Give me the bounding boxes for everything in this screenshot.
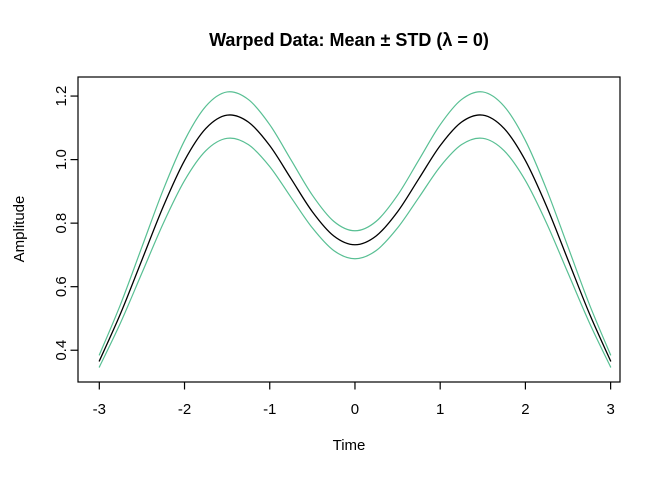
x-tick-label: -3 xyxy=(93,401,106,418)
mean-minus-std-curve xyxy=(98,137,612,368)
mean-curve xyxy=(98,114,612,362)
y-axis-ticks: 0.4 0.6 0.8 1.0 1.2 xyxy=(53,86,78,361)
y-axis-label: Amplitude xyxy=(11,196,28,263)
plot-box xyxy=(77,76,621,383)
x-tick-label: 1 xyxy=(436,401,444,418)
x-tick-label: 2 xyxy=(521,401,529,418)
x-tick-label: -1 xyxy=(263,401,276,418)
y-tick-label: 1.2 xyxy=(53,86,70,107)
x-axis-label: Time xyxy=(333,437,366,454)
x-tick-label: 0 xyxy=(351,401,359,418)
data-curves xyxy=(98,91,612,368)
x-tick-label: 3 xyxy=(606,401,614,418)
x-axis-ticks: -3 -2 -1 0 1 2 3 xyxy=(93,382,615,418)
y-tick-label: 1.0 xyxy=(53,149,70,170)
y-tick-label: 0.8 xyxy=(53,213,70,234)
mean-plus-std-curve xyxy=(98,91,612,356)
y-tick-label: 0.6 xyxy=(53,276,70,297)
y-tick-label: 0.4 xyxy=(53,340,70,361)
x-tick-label: -2 xyxy=(178,401,191,418)
plot-title: Warped Data: Mean ± STD (λ = 0) xyxy=(209,30,489,50)
